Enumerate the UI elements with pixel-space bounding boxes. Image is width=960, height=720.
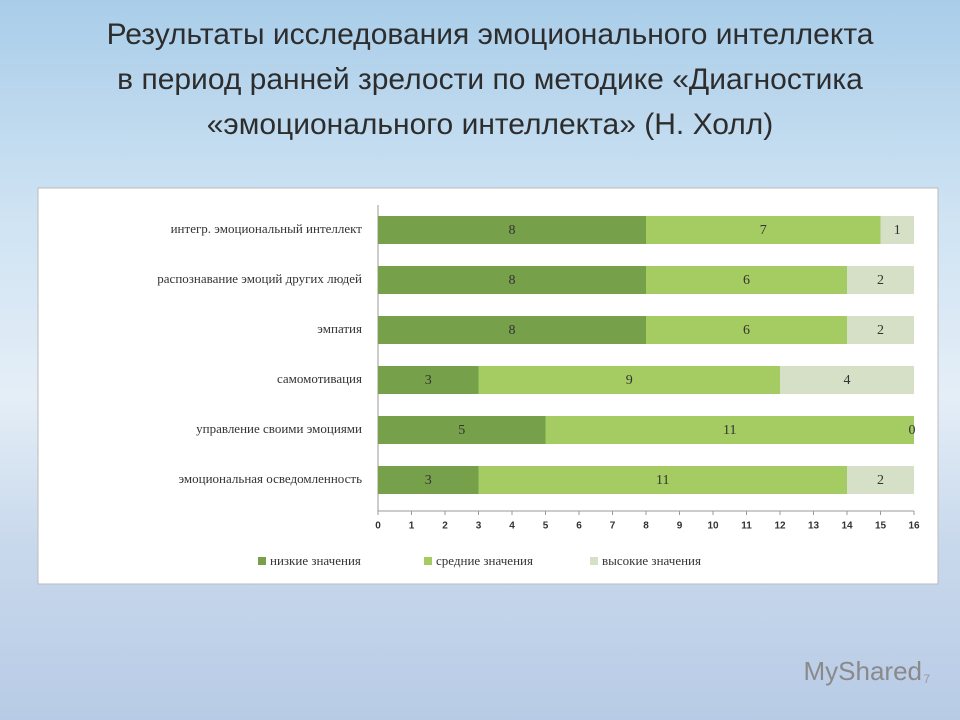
bar-segment [646, 266, 847, 294]
y-tick-label: управление своими эмоциями [196, 421, 362, 436]
data-label: 6 [743, 323, 750, 338]
watermark: MyShared [803, 656, 923, 686]
data-label: 3 [425, 473, 432, 488]
data-label: 4 [844, 373, 851, 388]
x-tick-label: 4 [509, 521, 515, 532]
x-tick-label: 8 [643, 521, 649, 532]
data-label: 11 [656, 473, 669, 488]
data-label: 8 [509, 223, 516, 238]
x-tick-label: 2 [442, 521, 448, 532]
x-tick-label: 1 [409, 521, 415, 532]
x-tick-label: 14 [841, 521, 853, 532]
bar-segment [780, 366, 914, 394]
data-label: 7 [760, 223, 767, 238]
x-tick-label: 9 [677, 521, 683, 532]
legend-marker [258, 557, 266, 565]
bar-segment [847, 316, 914, 344]
bar-segment [880, 216, 914, 244]
y-tick-label: эмоциональная осведомленность [178, 471, 362, 486]
y-tick-label: интегр. эмоциональный интеллект [171, 221, 363, 236]
x-tick-label: 11 [741, 521, 752, 532]
data-label: 2 [877, 323, 884, 338]
y-tick-label: распознавание эмоций других людей [157, 271, 362, 286]
bar-segment [478, 466, 847, 494]
y-tick-label: эмпатия [317, 321, 362, 336]
bar-segment [378, 416, 546, 444]
data-label: 3 [425, 373, 432, 388]
y-tick-label: самомотивация [277, 371, 362, 386]
x-tick-label: 12 [774, 521, 786, 532]
legend-label: низкие значения [270, 553, 361, 568]
data-label: 6 [743, 273, 750, 288]
bar-segment [545, 416, 914, 444]
chart-title: Результаты исследования эмоционального и… [106, 18, 874, 141]
data-label: 8 [509, 273, 516, 288]
bar-segment [478, 366, 780, 394]
bar-segment [378, 316, 646, 344]
data-label: 0 [909, 423, 916, 438]
bar-segment [646, 316, 847, 344]
bar-segment [378, 466, 479, 494]
slide-number: 7 [923, 672, 930, 686]
x-tick-label: 10 [707, 521, 719, 532]
x-tick-label: 3 [476, 521, 482, 532]
bar-segment [646, 216, 881, 244]
data-label: 1 [894, 223, 901, 238]
x-tick-label: 0 [375, 521, 381, 532]
bar-segment [378, 366, 479, 394]
x-tick-label: 5 [543, 521, 549, 532]
legend-marker [590, 557, 598, 565]
x-tick-label: 16 [908, 521, 920, 532]
legend-marker [424, 557, 432, 565]
bar-segment [847, 266, 914, 294]
data-label: 5 [458, 423, 465, 438]
bar-segment [378, 266, 646, 294]
data-label: 2 [877, 473, 884, 488]
data-label: 2 [877, 273, 884, 288]
legend-label: средние значения [436, 553, 533, 568]
legend-label: высокие значения [602, 553, 701, 568]
x-tick-label: 13 [808, 521, 820, 532]
x-tick-label: 7 [610, 521, 616, 532]
bar-segment [378, 216, 646, 244]
x-tick-label: 6 [576, 521, 582, 532]
x-tick-label: 15 [875, 521, 887, 532]
data-label: 11 [723, 423, 736, 438]
data-label: 9 [626, 373, 633, 388]
bar-segment [847, 466, 914, 494]
data-label: 8 [509, 323, 516, 338]
